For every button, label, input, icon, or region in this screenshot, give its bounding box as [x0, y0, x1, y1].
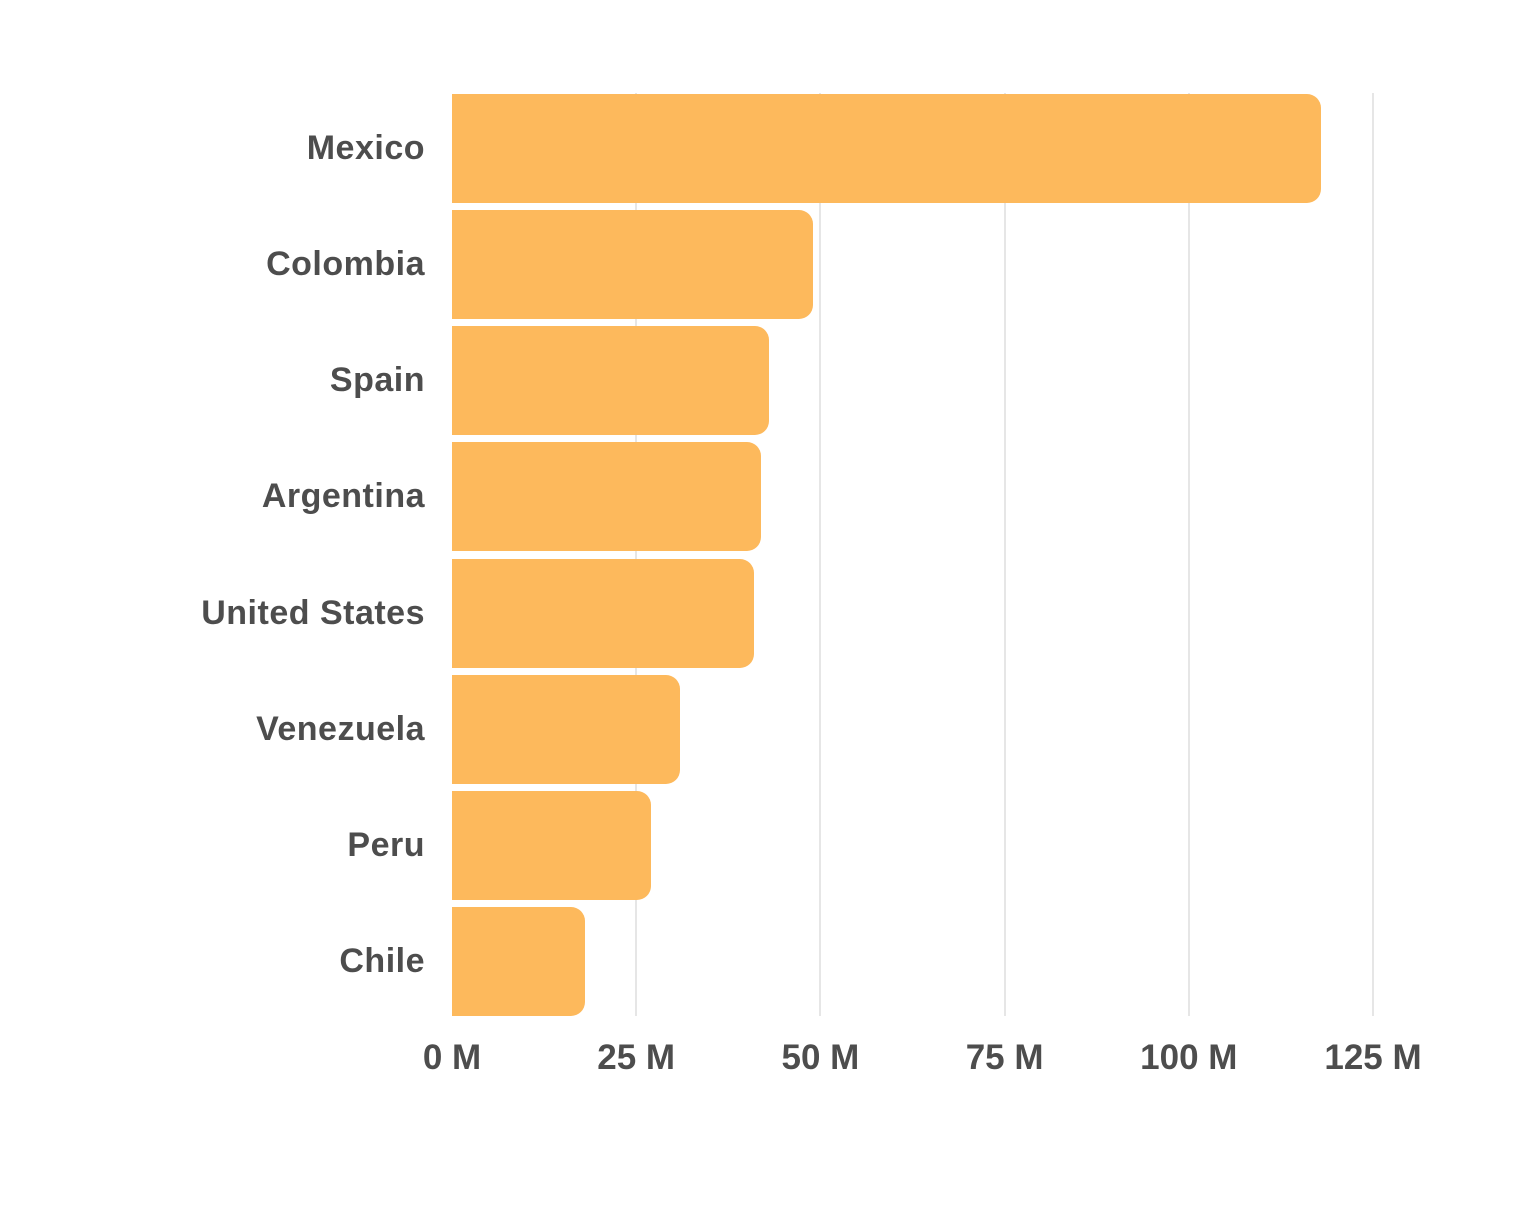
category-label: Colombia — [266, 245, 425, 284]
bar — [452, 94, 1322, 203]
gridline — [1003, 93, 1006, 1016]
category-label: Mexico — [306, 129, 425, 167]
bar — [452, 558, 755, 668]
gridline — [1372, 93, 1374, 1016]
x-axis-tick-label: 100 M — [1140, 1038, 1238, 1077]
gridline — [635, 93, 638, 1016]
category-label: United States — [201, 593, 425, 632]
x-axis-tick-label: 50 M — [781, 1038, 860, 1077]
bar — [452, 906, 585, 1016]
bar — [452, 790, 651, 900]
bar — [452, 210, 814, 320]
category-label: Peru — [347, 825, 425, 864]
x-axis-tick-label: 25 M — [597, 1038, 676, 1077]
category-label: Argentina — [261, 477, 425, 516]
gridline — [1187, 93, 1190, 1016]
x-axis-tick-label: 125 M — [1324, 1038, 1422, 1077]
bar — [452, 326, 769, 436]
category-label: Spain — [329, 361, 425, 400]
category-label: Chile — [339, 941, 425, 980]
x-axis-tick-label: 0 M — [422, 1038, 482, 1077]
category-label: Venezuela — [256, 709, 425, 748]
x-axis-tick-label: 75 M — [965, 1038, 1044, 1077]
bar — [452, 674, 681, 784]
bar — [452, 442, 762, 552]
gridline — [819, 93, 822, 1016]
